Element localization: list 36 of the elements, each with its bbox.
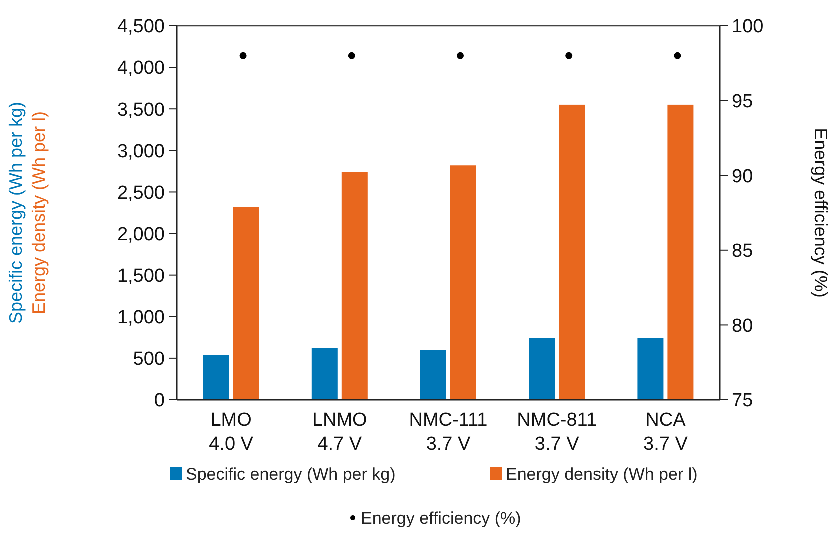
bar — [559, 104, 586, 400]
bar — [638, 338, 664, 400]
x-tick-label: LMO 4.0 V — [209, 410, 254, 455]
y2-tick-label: 75 — [732, 390, 754, 412]
y2-tick-label: 90 — [732, 166, 754, 188]
y-tick-label: 3,500 — [117, 100, 165, 121]
y-axis-title: Specific energy (Wh per kg) Energy density (Wh per l) — [6, 102, 49, 324]
y2-tick-label: 85 — [732, 241, 754, 262]
bar — [668, 104, 694, 400]
y-tick-label: 4,000 — [117, 58, 165, 80]
y2-tick-label: 95 — [732, 91, 754, 112]
y-tick-label: 2,000 — [117, 224, 165, 246]
bar — [233, 207, 260, 400]
bar — [529, 338, 556, 400]
y2-axis-title: Energy efficiency (%) — [811, 128, 831, 298]
bar — [342, 172, 368, 400]
legend-label: Specific energy (Wh per kg) — [186, 465, 396, 484]
y-tick-label: 1,500 — [117, 266, 165, 287]
bar — [420, 350, 446, 400]
x-tick-label: LNMO 4.7 V — [312, 410, 368, 455]
bar — [450, 166, 476, 400]
x-tick-label: NMC-811 3.7 V — [517, 410, 598, 455]
y-tick-label: 1,000 — [117, 308, 165, 329]
y2-tick-label: 80 — [732, 316, 754, 337]
y-tick-label: 4,500 — [117, 16, 165, 38]
y-tick-label: 0 — [154, 390, 165, 412]
y-tick-label: 2,500 — [117, 182, 165, 204]
y2-tick-label: 100 — [732, 16, 764, 38]
legend-label: Energy density (Wh per l) — [506, 465, 698, 484]
x-tick-label: NMC-111 3.7 V — [409, 410, 488, 455]
bar — [312, 348, 338, 400]
x-tick-label: NCA 3.7 V — [644, 410, 688, 455]
bar — [203, 355, 230, 400]
y-tick-label: 500 — [133, 349, 165, 370]
y-tick-label: 3,000 — [117, 141, 165, 162]
legend-label: Energy efficiency (%) — [361, 509, 522, 528]
